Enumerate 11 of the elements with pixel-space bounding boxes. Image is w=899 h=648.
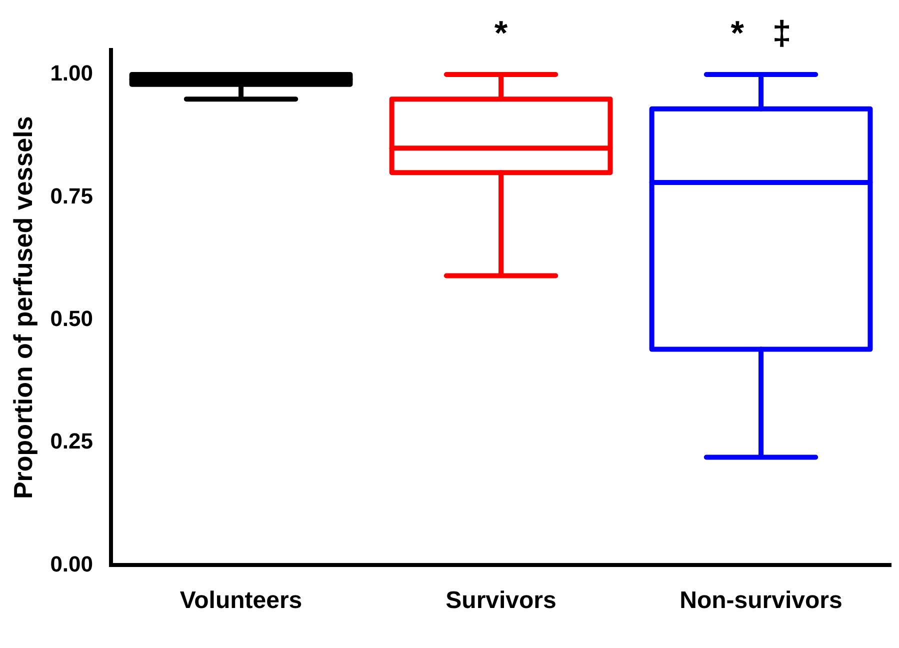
y-tick-label: 0.50 [50,306,94,331]
annotation: * [494,14,508,52]
y-tick-label: 0.00 [50,551,94,576]
x-tick-label: Survivors [446,587,556,614]
x-tick-label: Volunteers [180,587,302,614]
y-tick-label: 0.75 [50,183,94,208]
y-axis-title: Proportion of perfused vessels [8,116,38,500]
annotation: * ‡ [730,14,792,52]
y-tick-label: 1.00 [50,60,94,86]
y-tick-label: 0.25 [50,428,94,454]
x-tick-label: Non-survivors [680,587,842,614]
